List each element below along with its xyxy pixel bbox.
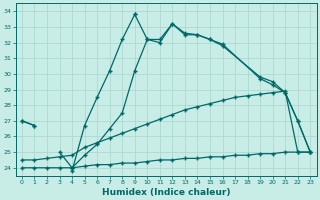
- X-axis label: Humidex (Indice chaleur): Humidex (Indice chaleur): [102, 188, 230, 197]
